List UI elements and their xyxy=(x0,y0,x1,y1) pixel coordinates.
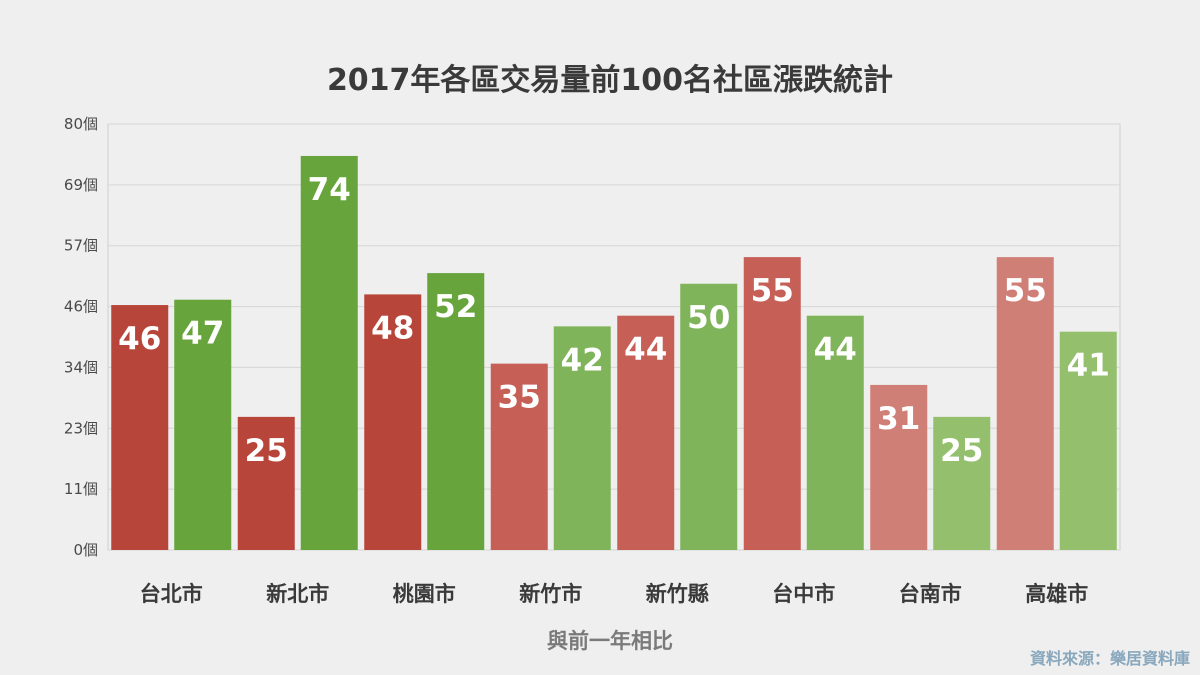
data-label: 25 xyxy=(940,433,983,469)
bars: 46 47 25 74 48 52 35 42 44 50 55 44 31 25 55 41 xyxy=(111,155,1117,550)
bar-red xyxy=(617,315,675,550)
x-tick-label: 新竹縣 xyxy=(646,582,709,606)
bar-green xyxy=(933,416,991,550)
y-tick-label: 0個 xyxy=(73,541,98,559)
bar-green xyxy=(553,326,611,550)
x-tick-label: 台北市 xyxy=(140,582,203,606)
bar-green xyxy=(427,273,485,550)
data-label: 31 xyxy=(877,401,920,437)
bar-red xyxy=(490,363,548,550)
bar-red xyxy=(996,257,1054,550)
data-label: 48 xyxy=(371,310,414,346)
data-label: 52 xyxy=(434,289,477,325)
y-tick-label: 11個 xyxy=(64,480,98,498)
bar-red xyxy=(364,294,422,550)
data-label: 41 xyxy=(1067,348,1110,384)
data-label: 55 xyxy=(1004,273,1047,309)
bar-red xyxy=(870,384,928,550)
chart-title: 2017年各區交易量前100名社區漲跌統計 xyxy=(327,63,893,98)
data-label: 47 xyxy=(181,316,224,352)
y-tick-label: 46個 xyxy=(64,298,98,316)
data-label: 74 xyxy=(308,172,351,208)
bar-green xyxy=(174,299,232,550)
bar-green xyxy=(680,283,738,550)
y-axis: 0個 11個 23個 34個 46個 57個 69個 80個 xyxy=(64,115,98,559)
data-label: 55 xyxy=(751,273,794,309)
data-label: 35 xyxy=(498,380,541,416)
y-tick-label: 34個 xyxy=(64,358,98,376)
y-tick-label: 80個 xyxy=(64,115,98,133)
x-tick-label: 桃園市 xyxy=(393,582,456,606)
data-label: 44 xyxy=(814,332,857,368)
x-axis: 台北市 新北市 桃園市 新竹市 新竹縣 台中市 台南市 高雄市 xyxy=(140,582,1089,606)
bar-red xyxy=(237,416,295,550)
x-tick-label: 新竹市 xyxy=(519,582,582,606)
data-label: 44 xyxy=(624,332,667,368)
x-tick-label: 台南市 xyxy=(899,582,962,606)
data-label: 50 xyxy=(687,300,730,336)
y-tick-label: 57個 xyxy=(64,237,98,255)
bar-green xyxy=(1059,331,1117,550)
x-tick-label: 台中市 xyxy=(772,582,835,606)
bar-red xyxy=(111,305,169,550)
bar-green xyxy=(806,315,864,550)
x-axis-label: 與前一年相比 xyxy=(547,629,673,653)
y-tick-label: 69個 xyxy=(64,176,98,194)
bar-green xyxy=(300,155,358,550)
bar-red xyxy=(743,257,801,550)
x-tick-label: 新北市 xyxy=(266,582,329,606)
data-label: 46 xyxy=(118,321,161,357)
data-label: 42 xyxy=(561,342,604,378)
data-label: 25 xyxy=(245,433,288,469)
source-note: 資料來源：樂居資料庫 xyxy=(1030,649,1190,668)
x-tick-label: 高雄市 xyxy=(1025,582,1088,606)
y-tick-label: 23個 xyxy=(64,419,98,437)
